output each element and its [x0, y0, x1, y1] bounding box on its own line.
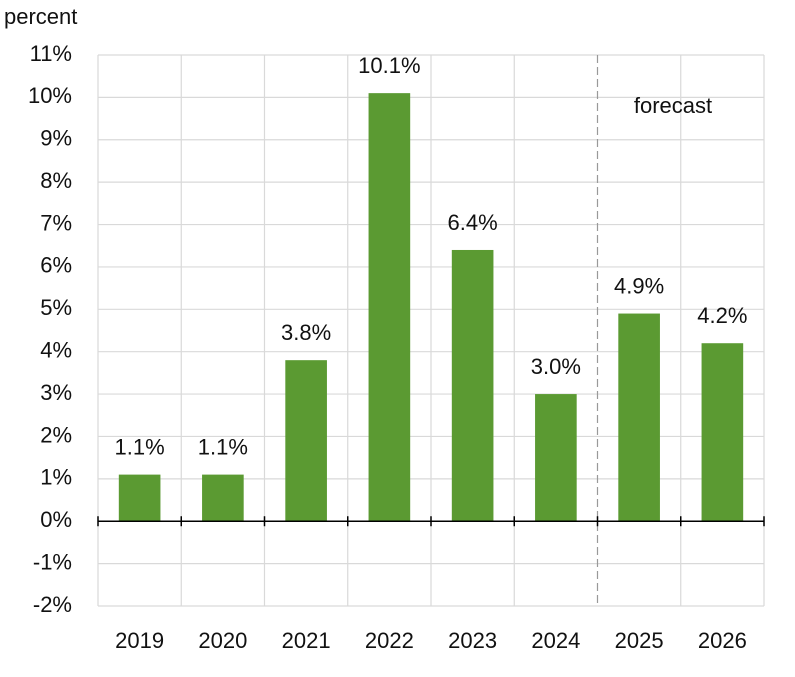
- bar: [285, 360, 327, 522]
- y-tick-label: 9%: [40, 126, 72, 151]
- value-label: 10.1%: [358, 53, 420, 78]
- y-tick-label: -1%: [33, 549, 72, 574]
- y-tick-label: 0%: [40, 507, 72, 532]
- y-tick-label: 3%: [40, 380, 72, 405]
- y-tick-label: -2%: [33, 592, 72, 617]
- value-label: 3.8%: [281, 320, 331, 345]
- y-tick-label: 11%: [30, 41, 72, 66]
- y-tick-label: 4%: [40, 338, 72, 363]
- value-label: 4.2%: [697, 303, 747, 328]
- annotation: forecast: [634, 93, 712, 118]
- bar: [451, 249, 494, 522]
- y-tick-label: 6%: [40, 253, 72, 278]
- bar: [202, 474, 244, 522]
- y-axis-label: percent: [4, 4, 77, 29]
- value-label: 4.9%: [614, 273, 664, 298]
- x-tick-label: 2021: [282, 628, 331, 653]
- value-label: 6.4%: [448, 210, 498, 235]
- value-label: 1.1%: [115, 434, 165, 459]
- value-label: 1.1%: [198, 434, 248, 459]
- x-tick-label: 2023: [448, 628, 497, 653]
- x-tick-label: 2022: [365, 628, 414, 653]
- x-tick-label: 2024: [531, 628, 580, 653]
- x-tick-label: 2025: [615, 628, 664, 653]
- y-tick-label: 7%: [40, 210, 72, 235]
- bar: [118, 474, 161, 522]
- bar: [618, 313, 660, 522]
- y-tick-label: 5%: [40, 295, 72, 320]
- y-tick-label: 2%: [40, 422, 72, 447]
- x-tick-label: 2019: [115, 628, 164, 653]
- bar: [701, 343, 744, 522]
- y-tick-label: 1%: [40, 465, 72, 490]
- x-tick-label: 2020: [198, 628, 247, 653]
- x-tick-label: 2026: [698, 628, 747, 653]
- value-label: 3.0%: [531, 354, 581, 379]
- y-tick-label: 10%: [28, 83, 72, 108]
- y-tick-label: 8%: [40, 168, 72, 193]
- bar: [535, 394, 577, 522]
- bar: [368, 93, 411, 522]
